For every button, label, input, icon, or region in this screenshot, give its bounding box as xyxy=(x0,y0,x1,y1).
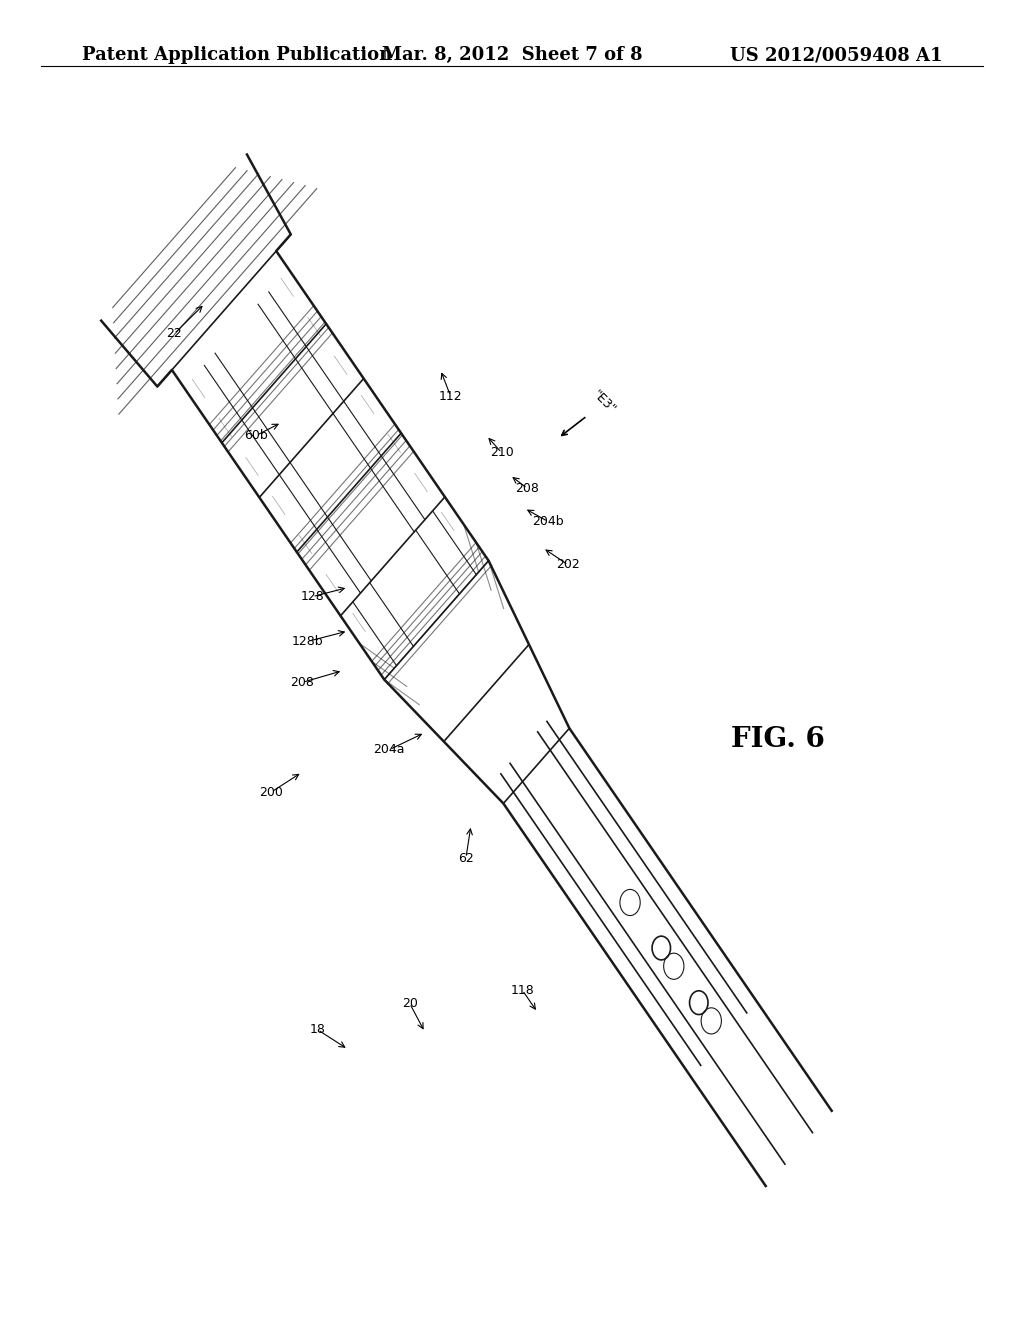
Text: 112: 112 xyxy=(438,389,463,403)
Text: 22: 22 xyxy=(166,327,182,341)
Text: 128b: 128b xyxy=(292,635,323,648)
Text: Mar. 8, 2012  Sheet 7 of 8: Mar. 8, 2012 Sheet 7 of 8 xyxy=(382,46,642,65)
Text: 208: 208 xyxy=(290,676,314,689)
Text: 128: 128 xyxy=(300,590,325,603)
Text: 204a: 204a xyxy=(374,743,404,756)
Text: 20: 20 xyxy=(401,997,418,1010)
Text: 208: 208 xyxy=(515,482,540,495)
Text: 18: 18 xyxy=(309,1023,326,1036)
Text: Patent Application Publication: Patent Application Publication xyxy=(82,46,392,65)
Text: "E3": "E3" xyxy=(562,388,618,436)
Text: 200: 200 xyxy=(259,785,284,799)
Text: 62: 62 xyxy=(458,851,474,865)
Text: US 2012/0059408 A1: US 2012/0059408 A1 xyxy=(729,46,942,65)
Text: 118: 118 xyxy=(510,983,535,997)
Text: FIG. 6: FIG. 6 xyxy=(731,726,825,752)
Text: 210: 210 xyxy=(489,446,514,459)
Text: 60b: 60b xyxy=(244,429,268,442)
Text: 204b: 204b xyxy=(532,515,563,528)
Text: 202: 202 xyxy=(556,558,581,572)
